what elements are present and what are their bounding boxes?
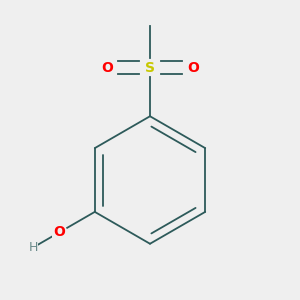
Text: O: O: [101, 61, 113, 74]
Text: S: S: [145, 61, 155, 74]
Text: H: H: [28, 241, 38, 254]
Text: O: O: [53, 226, 65, 239]
Text: O: O: [187, 61, 199, 74]
